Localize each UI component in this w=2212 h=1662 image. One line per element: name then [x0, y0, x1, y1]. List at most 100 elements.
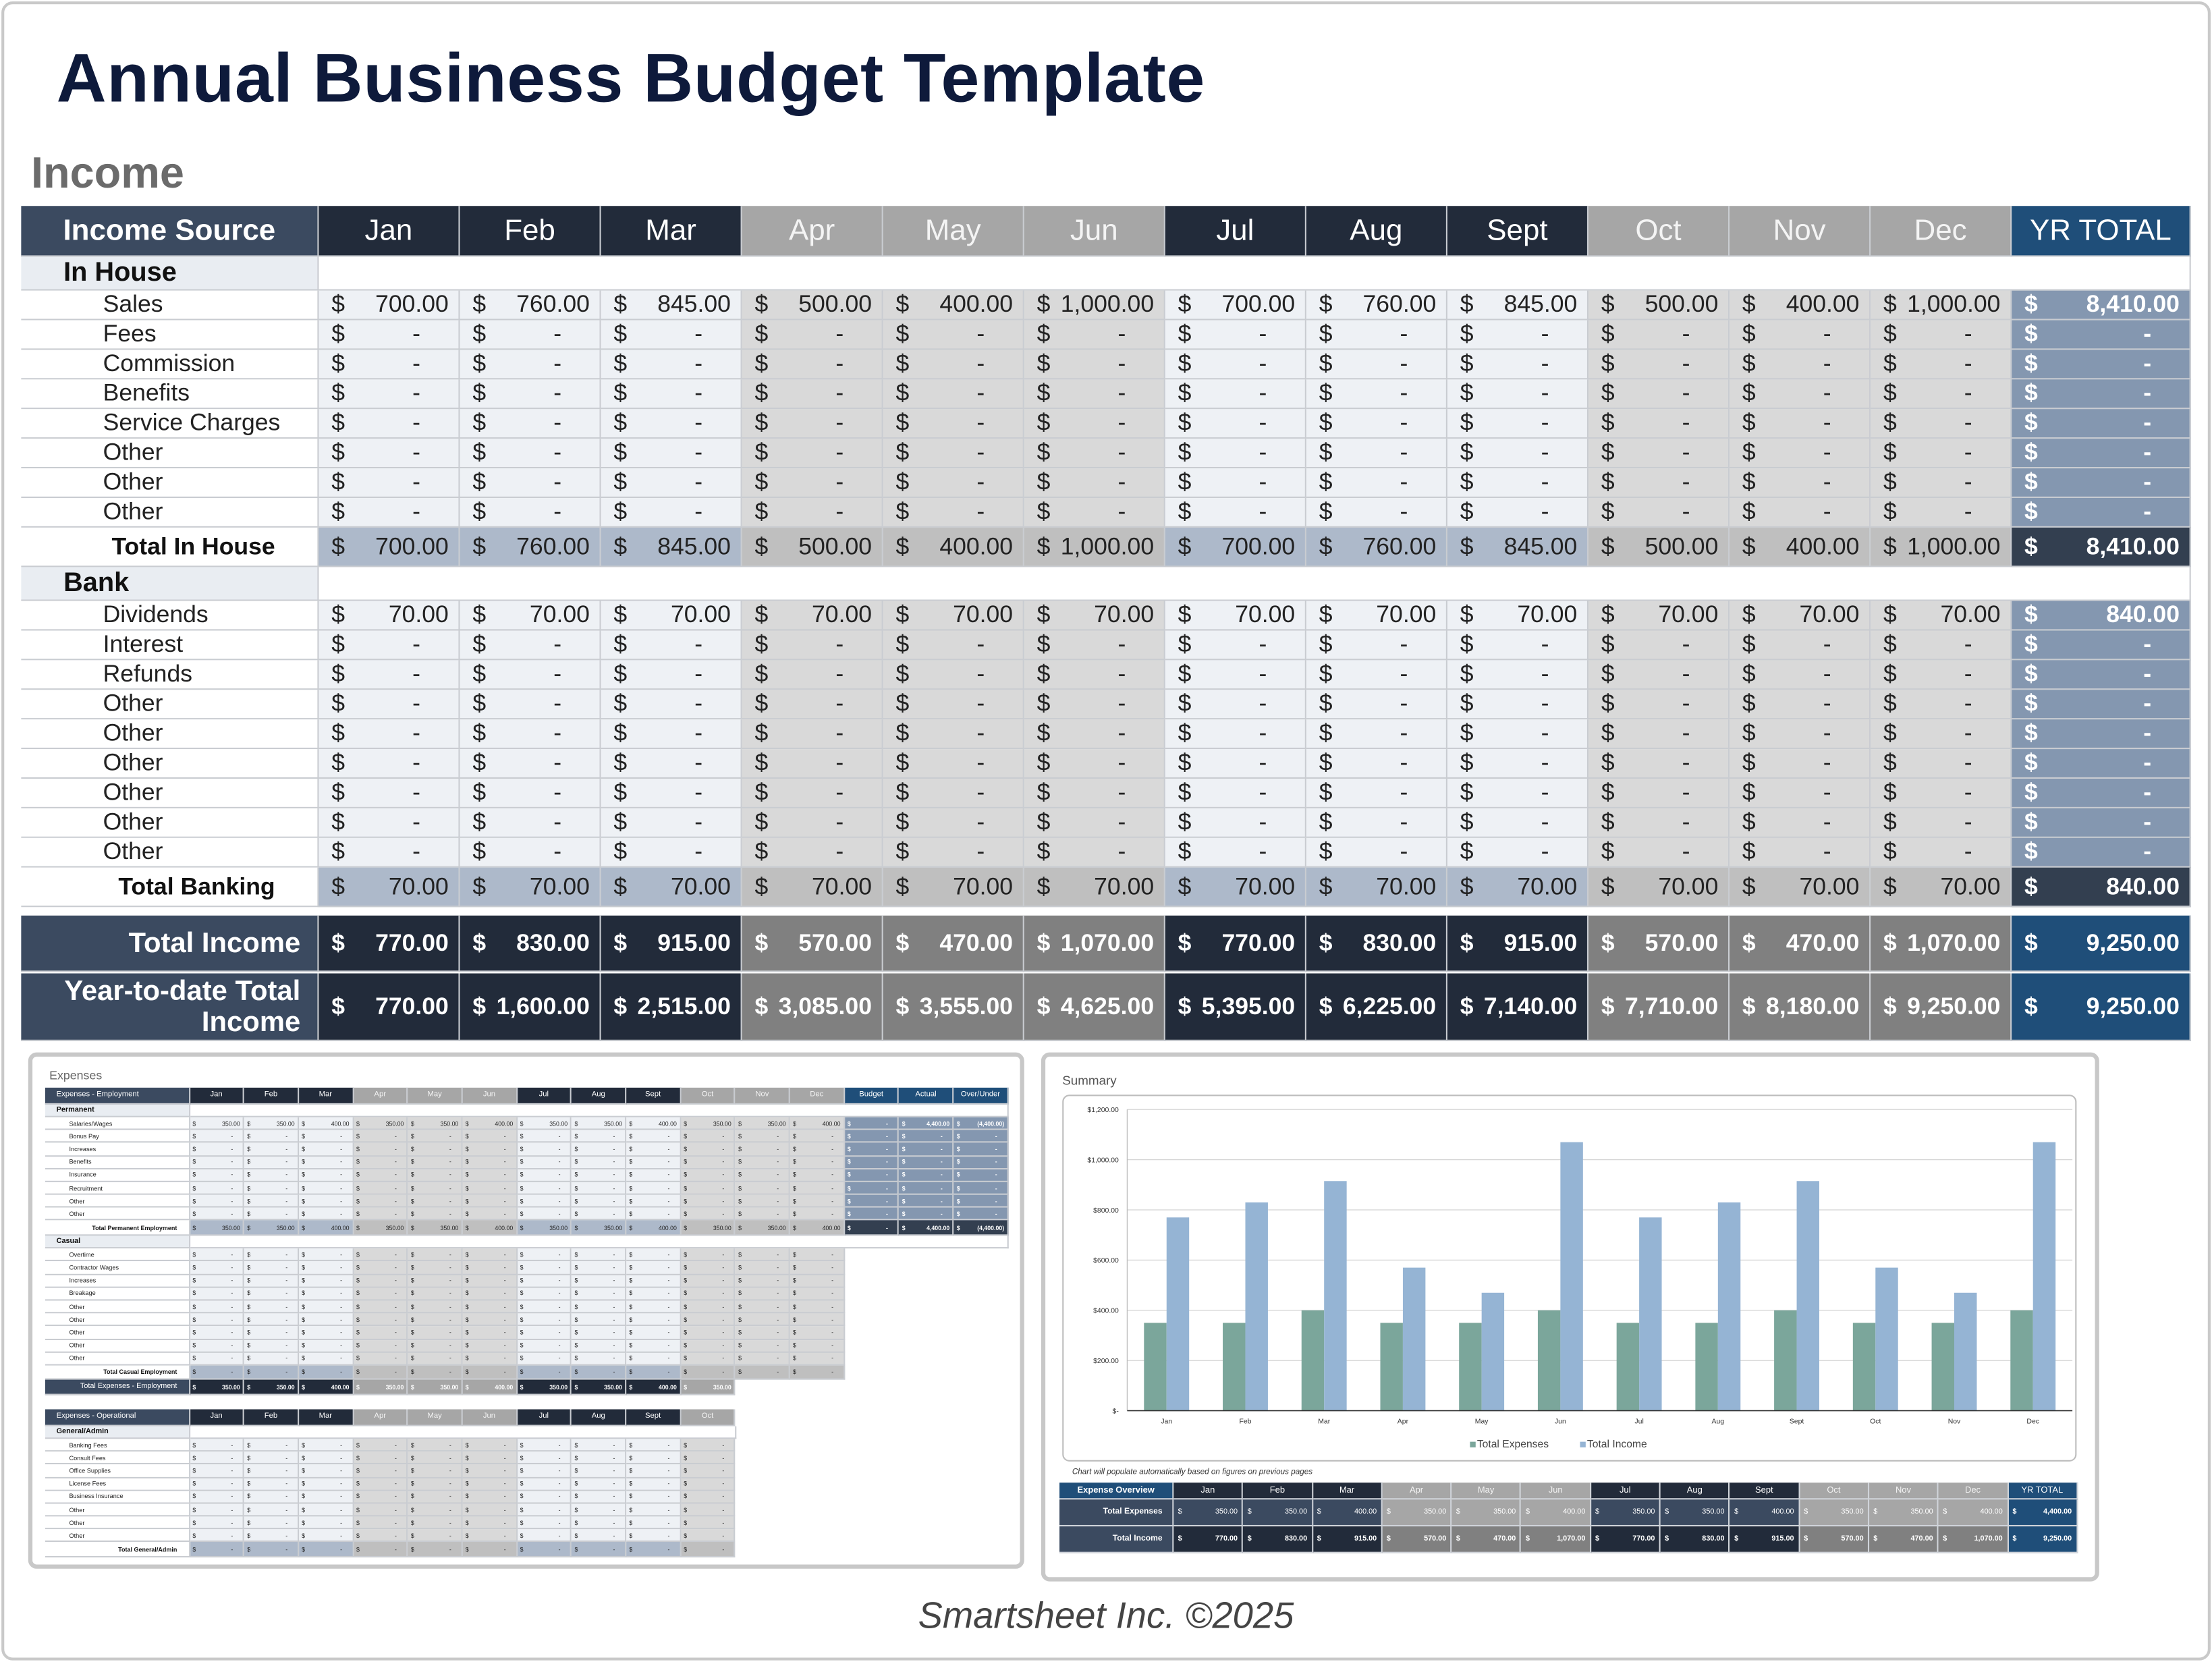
subtotal-label: Total General/Admin: [45, 1543, 190, 1557]
currency-symbol: $: [1178, 350, 1192, 377]
cell-value: 500.00: [798, 532, 872, 559]
cell-value: -: [1259, 630, 1267, 658]
currency-symbol: $: [684, 1264, 688, 1271]
employment-expenses-table: Expenses - Employment Jan Feb Mar Apr May Jun J…: [45, 1087, 1009, 1396]
currency-symbol: $: [956, 1158, 960, 1166]
cell-value: -: [1400, 379, 1408, 407]
currency-symbol: $: [1601, 779, 1615, 806]
currency-symbol: $: [2012, 1535, 2017, 1544]
cell-value: -: [2143, 320, 2152, 348]
cell-value: 9,250.00: [1907, 992, 2001, 1020]
cell-value: -: [613, 1493, 615, 1500]
currency-symbol: $: [629, 1277, 633, 1284]
currency-symbol: $: [472, 719, 487, 746]
currency-symbol: $: [629, 1354, 633, 1362]
currency-symbol: $: [472, 439, 487, 466]
month-cell: $ -: [1588, 690, 1730, 720]
month-cell: $ -: [1588, 350, 1730, 380]
currency-symbol: $: [738, 1264, 742, 1271]
month-cell: $ -: [1024, 779, 1165, 808]
cell-value: -: [1117, 379, 1126, 407]
currency-symbol: $: [793, 1341, 796, 1350]
cell-value: 400.00: [331, 1224, 350, 1231]
cell-value: -: [1823, 379, 1831, 407]
cell-value: -: [835, 837, 844, 865]
cell-value: -: [395, 1545, 397, 1553]
month-cell: $ -: [298, 1300, 354, 1314]
column-header-month: Aug: [1306, 206, 1447, 257]
month-cell: $ -: [601, 719, 742, 750]
currency-symbol: $: [1460, 630, 1474, 658]
currency-symbol: $: [1601, 660, 1615, 688]
currency-symbol: $: [1742, 409, 1756, 436]
cell-value: -: [558, 1277, 561, 1284]
cell-value: -: [831, 1264, 834, 1271]
month-cell: $ -: [601, 630, 742, 661]
currency-symbol: $: [793, 1119, 796, 1127]
currency-symbol: $: [192, 1532, 196, 1539]
month-cell: $ -: [1024, 630, 1165, 661]
cell-value: -: [1964, 409, 1972, 436]
currency-symbol: $: [472, 601, 487, 628]
currency-symbol: $: [684, 1493, 688, 1500]
cell-value: -: [667, 1264, 670, 1271]
currency-symbol: $: [302, 1197, 306, 1204]
row-label: Breakage: [45, 1287, 190, 1301]
table-row: Other $ - $ - $ - $ - $ - $ - $ - $ - $ - $ - $ - $ - $ -: [21, 719, 2191, 750]
currency-symbol: $: [1883, 660, 1897, 688]
row-label: Other: [21, 837, 319, 868]
currency-symbol: $: [1178, 808, 1192, 835]
month-cell: $ -: [883, 719, 1024, 750]
cell-value: 8,410.00: [2086, 290, 2180, 318]
cell-value: 400.00: [1563, 1508, 1586, 1518]
cell-value: 70.00: [812, 872, 872, 899]
month-cell: $ -: [681, 1439, 736, 1452]
cell-value: -: [1259, 379, 1267, 407]
cell-value: 350.00: [713, 1119, 731, 1127]
cell-value: 1,000.00: [1060, 532, 1155, 559]
currency-symbol: $: [472, 532, 487, 559]
currency-symbol: $: [1036, 690, 1051, 717]
cell-value: 70.00: [388, 601, 449, 628]
month-cell: $ -: [626, 1439, 682, 1452]
cell-value: -: [231, 1210, 233, 1217]
column-header-month: Jan: [190, 1409, 245, 1426]
currency-symbol: $: [410, 1383, 414, 1391]
group-row-fill: [190, 1104, 1009, 1117]
yr-total-cell: $ -: [2012, 837, 2191, 868]
cell-value: -: [667, 1316, 670, 1323]
cell-value: -: [449, 1210, 451, 1217]
month-cell: $ -: [517, 1516, 572, 1530]
month-cell: $ -: [460, 409, 601, 439]
month-cell: $ -: [844, 1130, 900, 1144]
cell-value: -: [777, 1277, 779, 1284]
cell-value: -: [231, 1197, 233, 1204]
month-cell: $ -: [735, 1275, 790, 1288]
cell-value: 350.00: [549, 1383, 568, 1391]
currency-symbol: $: [1036, 468, 1051, 495]
month-cell: $ -: [899, 1182, 954, 1195]
row-label: Other: [45, 1208, 190, 1221]
table-row: Overtime $ - $ - $ - $ - $ - $ - $ - $ - $ - $ - $ - $ -: [45, 1248, 1009, 1262]
cell-value: -: [1823, 749, 1831, 776]
column-header-month: Sept: [1730, 1483, 1800, 1501]
y-tick-label: $-: [1113, 1408, 1119, 1415]
column-header-month: Dec: [1871, 206, 2012, 257]
month-cell: $ -: [626, 1464, 682, 1478]
currency-symbol: $: [192, 1354, 196, 1362]
cell-value: -: [722, 1368, 725, 1376]
currency-symbol: $: [1456, 1535, 1460, 1544]
row-label: Bonus Pay: [45, 1130, 190, 1144]
cell-value: -: [503, 1264, 506, 1271]
currency-symbol: $: [629, 1264, 633, 1271]
currency-symbol: $: [192, 1316, 196, 1323]
cell-value: -: [558, 1441, 561, 1449]
subtotal-row: Total Casual Employment $ - $ - $ - $ - $ - $ - $ - $ - $…: [45, 1365, 1009, 1381]
month-cell: $ -: [353, 1439, 408, 1452]
currency-symbol: $: [574, 1302, 578, 1310]
month-cell: $ -: [626, 1194, 682, 1209]
bar-total-income: [1717, 1202, 1741, 1411]
currency-symbol: $: [1178, 872, 1192, 899]
month-cell: $ -: [460, 350, 601, 380]
month-cell: $ -: [190, 1169, 245, 1182]
